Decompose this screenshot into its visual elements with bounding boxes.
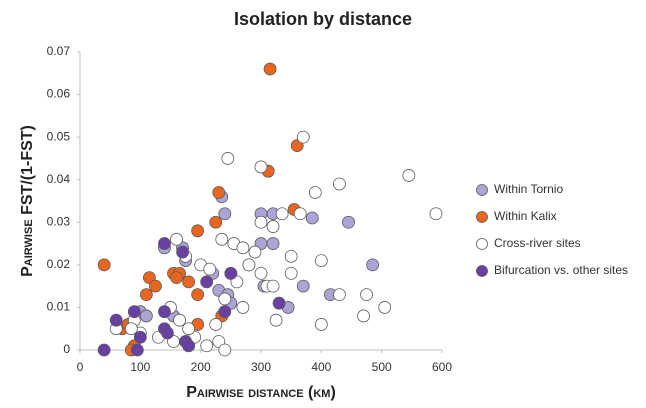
data-point — [266, 279, 280, 293]
y-tick-label: 0.07 — [47, 44, 71, 58]
data-point — [296, 279, 310, 293]
chart-title: Isolation by distance — [234, 9, 412, 29]
data-point — [170, 232, 183, 246]
data-point — [158, 305, 171, 319]
data-point — [218, 292, 232, 306]
x-axis-label: Pairwise distance (km) — [186, 384, 336, 401]
legend-marker — [476, 238, 488, 250]
data-point — [191, 288, 205, 302]
data-point — [272, 296, 286, 310]
data-point — [342, 215, 355, 229]
data-point — [293, 207, 307, 221]
data-point — [263, 62, 277, 76]
legend-label: Bifurcation vs. other sites — [494, 263, 628, 277]
data-point — [314, 254, 328, 268]
data-point — [284, 266, 298, 280]
data-point — [139, 288, 153, 302]
data-point — [182, 339, 196, 353]
legend-marker — [476, 211, 488, 223]
data-point — [139, 309, 153, 323]
data-point — [224, 266, 238, 280]
data-point — [236, 241, 250, 255]
data-point — [182, 275, 196, 289]
data-point — [305, 211, 319, 225]
data-point — [203, 262, 217, 276]
data-point — [200, 275, 214, 289]
x-tick-label: 500 — [372, 360, 392, 374]
y-axis-label: Pairwise FST/(1-FST) — [19, 125, 36, 277]
x-tick-label: 300 — [251, 360, 271, 374]
data-point — [314, 318, 328, 331]
data-point — [366, 258, 380, 272]
data-point — [109, 313, 123, 327]
data-point — [221, 152, 235, 165]
data-point — [130, 343, 144, 357]
data-point — [254, 215, 268, 229]
data-point — [158, 237, 171, 250]
data-point — [182, 322, 196, 336]
legend-label: Within Kalix — [494, 209, 557, 223]
x-tick-label: 400 — [311, 360, 331, 374]
data-point — [284, 249, 298, 263]
data-point — [308, 186, 322, 199]
data-point — [402, 169, 416, 182]
data-point — [173, 313, 186, 327]
data-point — [218, 343, 232, 357]
data-point — [333, 288, 346, 302]
data-point — [357, 309, 370, 323]
legend-label: Cross-river sites — [494, 236, 581, 250]
data-point — [133, 330, 147, 344]
data-point — [360, 288, 373, 302]
data-point — [333, 177, 346, 191]
data-point — [378, 301, 392, 314]
data-point — [218, 207, 232, 221]
y-tick-label: 0 — [63, 342, 70, 356]
x-tick-label: 200 — [191, 360, 211, 374]
y-tick-label: 0.03 — [47, 214, 71, 228]
y-tick-label: 0.06 — [47, 87, 71, 101]
data-point — [242, 258, 256, 272]
x-tick-label: 0 — [77, 360, 84, 374]
data-point — [209, 318, 223, 331]
data-point — [218, 305, 232, 319]
data-point — [254, 160, 268, 174]
data-point — [266, 237, 280, 250]
data-point — [97, 343, 111, 357]
data-point — [215, 232, 229, 246]
data-point — [429, 207, 443, 221]
data-point — [200, 339, 214, 353]
data-point — [161, 326, 174, 340]
data-point — [248, 245, 262, 259]
y-tick-label: 0.02 — [47, 257, 71, 271]
data-point — [170, 271, 183, 285]
data-point — [97, 258, 111, 272]
y-tick-label: 0.01 — [47, 300, 71, 314]
data-point — [127, 305, 141, 319]
x-tick-label: 100 — [130, 360, 150, 374]
data-point — [124, 322, 138, 336]
y-tick-label: 0.04 — [47, 172, 71, 186]
data-point — [191, 224, 205, 238]
data-point — [236, 301, 250, 314]
data-point — [296, 130, 310, 144]
legend-marker — [476, 184, 488, 196]
data-point — [149, 279, 162, 293]
data-point — [266, 220, 280, 233]
data-point — [176, 245, 189, 259]
legend-marker — [476, 265, 488, 277]
data-point — [269, 313, 283, 327]
x-tick-label: 600 — [432, 360, 452, 374]
y-tick-label: 0.05 — [47, 129, 71, 143]
data-point — [254, 266, 268, 280]
data-point — [275, 207, 289, 221]
data-point — [209, 215, 223, 229]
data-point — [212, 186, 226, 199]
legend-label: Within Tornio — [494, 182, 563, 196]
